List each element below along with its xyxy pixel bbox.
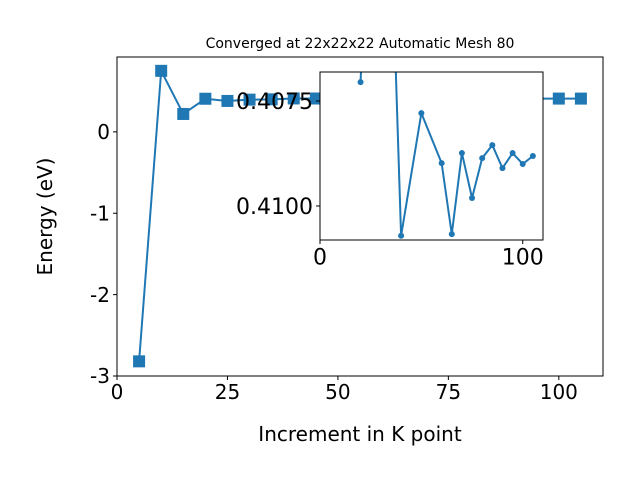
y-tick-label: -3 bbox=[90, 364, 110, 388]
marker bbox=[177, 107, 190, 120]
marker bbox=[458, 150, 465, 157]
marker bbox=[133, 355, 146, 368]
marker bbox=[265, 93, 278, 106]
marker bbox=[221, 94, 234, 107]
y-tick-label: -1 bbox=[90, 201, 110, 225]
marker bbox=[519, 160, 526, 167]
x-tick-label: 100 bbox=[540, 380, 578, 404]
marker bbox=[243, 93, 256, 106]
x-tick-label: 0 bbox=[111, 380, 124, 404]
chart-title: Converged at 22x22x22 Automatic Mesh 80 bbox=[206, 36, 515, 52]
x-tick-label: 100 bbox=[502, 246, 544, 271]
y-tick-label: 0.4075 bbox=[236, 90, 313, 115]
marker bbox=[199, 92, 212, 105]
axes-background bbox=[320, 72, 543, 240]
marker bbox=[574, 92, 587, 105]
marker bbox=[509, 150, 516, 157]
axes-frame bbox=[319, 71, 544, 241]
marker bbox=[448, 231, 455, 238]
marker bbox=[155, 64, 168, 77]
x-axis-label: Increment in K point bbox=[258, 422, 462, 446]
x-tick-label: 25 bbox=[215, 380, 240, 404]
marker bbox=[469, 195, 476, 201]
marker bbox=[309, 92, 322, 105]
y-tick-label: 0.4100 bbox=[236, 195, 313, 220]
marker bbox=[398, 232, 405, 239]
axes-frame bbox=[116, 56, 604, 377]
data-line bbox=[359, 72, 534, 236]
x-tick-label: 75 bbox=[436, 380, 461, 404]
marker bbox=[357, 79, 364, 86]
marker bbox=[418, 110, 425, 117]
x-tick-label: 50 bbox=[325, 380, 350, 404]
y-tick-label: -2 bbox=[90, 283, 110, 307]
y-axis-label: Energy (eV) bbox=[33, 158, 57, 276]
marker bbox=[479, 155, 486, 162]
marker bbox=[287, 92, 300, 105]
x-tick-label: 0 bbox=[313, 246, 327, 271]
plot-area bbox=[357, 72, 536, 239]
marker bbox=[438, 160, 445, 167]
marker bbox=[499, 165, 506, 172]
marker bbox=[552, 92, 565, 105]
marker bbox=[529, 153, 536, 159]
y-tick-label: 0 bbox=[97, 120, 110, 144]
marker bbox=[489, 142, 496, 149]
